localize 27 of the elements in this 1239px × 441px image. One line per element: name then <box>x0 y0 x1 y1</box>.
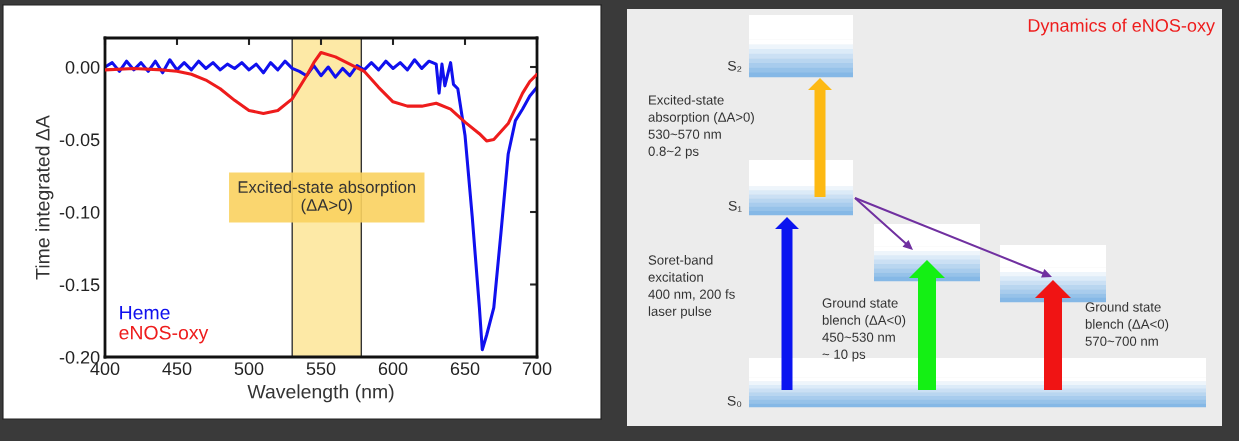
x-tick-label: 650 <box>450 362 480 376</box>
text: Dynamics of eNOS-oxy <box>1028 18 1215 36</box>
text: Soret-band excitation 400 nm, 200 fs laser pulse <box>648 255 735 319</box>
y-tick-label: -0.15 <box>59 278 100 292</box>
y-tick-label: -0.20 <box>59 350 100 364</box>
text: Heme <box>120 305 170 320</box>
text: Ground state blench (ΔA<0) 450~530 nm ~ 10 ps <box>822 298 906 362</box>
text: Ground state blench (ΔA<0) 570~700 nm <box>1085 302 1169 346</box>
line-series <box>105 58 537 352</box>
y-tick-label: -0.10 <box>59 205 100 219</box>
text: eNOS-oxy <box>119 325 209 344</box>
x-tick-label: 700 <box>522 362 552 376</box>
band-label: Excited-state absorption (ΔA>0) <box>238 180 416 215</box>
text: S₂ <box>727 60 742 72</box>
x-tick-label: 500 <box>234 362 264 376</box>
line-series <box>105 50 537 143</box>
y-tick-label: -0.05 <box>59 133 100 147</box>
x-tick-label: 550 <box>306 362 336 376</box>
y-tick-label: 0.00 <box>65 60 100 74</box>
x-tick-label: 450 <box>162 362 192 376</box>
x-tick-label: 400 <box>90 362 120 376</box>
text: Excited-state absorption (ΔA>0) 530~570 nm 0.8~2 ps <box>648 95 754 159</box>
x-axis-title: Wavelength (nm) <box>247 384 394 403</box>
x-tick-label: 600 <box>378 362 408 376</box>
y-axis-title: Time integrated ΔA <box>35 115 54 280</box>
text: S₀ <box>727 395 742 407</box>
text: S₁ <box>728 200 742 212</box>
